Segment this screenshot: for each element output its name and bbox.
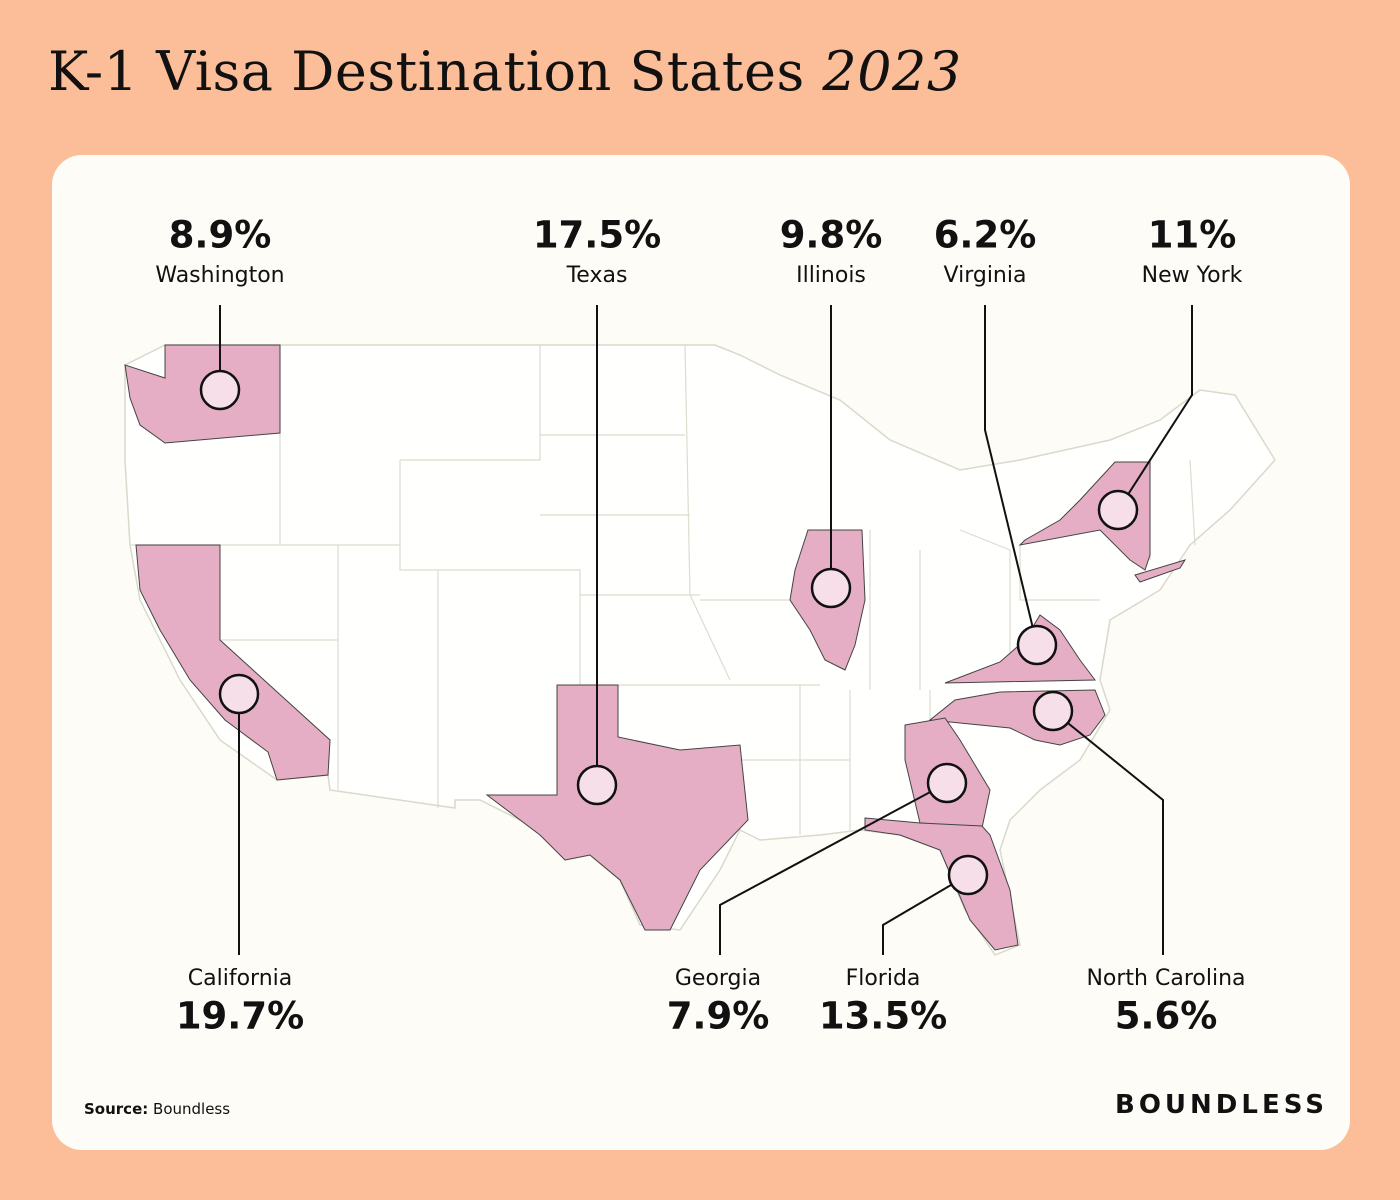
state-marker <box>926 762 968 804</box>
state-name: Georgia <box>675 966 761 991</box>
state-marker <box>1016 624 1058 666</box>
state-texas <box>485 684 749 931</box>
title-year: 2023 <box>822 40 962 103</box>
state-marker <box>218 673 260 715</box>
title-text: K-1 Visa Destination States <box>48 40 805 103</box>
state-name: Illinois <box>796 263 866 288</box>
state-borders <box>130 344 1196 835</box>
state-name: New York <box>1142 263 1243 288</box>
state-value: 8.9% <box>169 214 272 257</box>
state-name: North Carolina <box>1086 966 1245 991</box>
state-marker <box>810 567 852 609</box>
state-florida <box>864 817 1019 951</box>
state-value: 6.2% <box>934 214 1037 257</box>
state-california <box>135 544 331 781</box>
state-value: 17.5% <box>533 214 661 257</box>
leader-line <box>1052 710 1164 955</box>
state-value: 7.9% <box>667 995 770 1038</box>
state-value: 13.5% <box>819 995 947 1038</box>
state-marker <box>199 369 241 411</box>
state-name: Florida <box>846 966 921 991</box>
title: K-1 Visa Destination States 2023 <box>48 40 962 103</box>
leader-line <box>882 874 969 955</box>
state-name: Washington <box>155 263 284 288</box>
state-value: 9.8% <box>780 214 883 257</box>
state-marker <box>1097 489 1139 531</box>
leader-line <box>1117 305 1193 511</box>
leader-line <box>984 305 1038 646</box>
leader-line <box>719 782 948 955</box>
state-value: 5.6% <box>1115 995 1218 1038</box>
state-name: Texas <box>566 263 628 288</box>
state-marker <box>947 854 989 896</box>
state-name: Virginia <box>944 263 1027 288</box>
state-value: 11% <box>1148 214 1237 257</box>
source: Source: Boundless <box>84 1100 230 1118</box>
state-marker <box>1032 690 1074 732</box>
state-value: 19.7% <box>176 995 304 1038</box>
source-text: Boundless <box>153 1100 231 1118</box>
state-name: California <box>188 966 292 991</box>
source-label: Source: <box>84 1100 149 1118</box>
brand: BOUNDLESS <box>1115 1090 1328 1120</box>
state-marker <box>576 764 618 806</box>
